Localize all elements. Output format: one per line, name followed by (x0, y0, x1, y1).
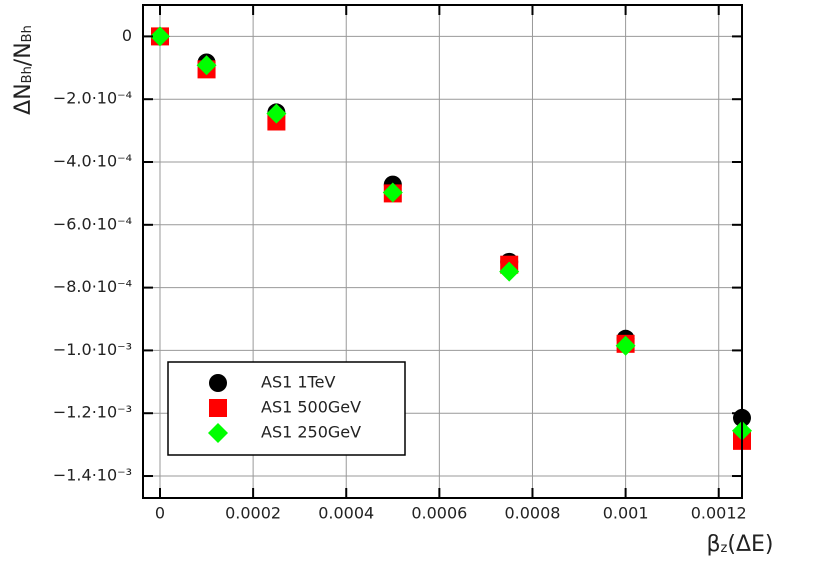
marks-layer (149, 26, 752, 450)
x-tick-label: 0.0002 (225, 504, 281, 523)
subscript: Bh (20, 25, 35, 42)
y-tick-label: 0 (122, 26, 132, 45)
point (209, 399, 227, 417)
legend-label: AS1 500GeV (261, 398, 361, 417)
label-part: /N (11, 42, 36, 66)
y-tick-label: −1.0·10⁻³ (53, 340, 132, 359)
plot-frame (142, 4, 743, 499)
label-part: (ΔE) (727, 532, 773, 557)
y-tick-label: −1.4·10⁻³ (53, 466, 132, 485)
subscript: Bh (20, 66, 35, 83)
y-tick-label: −6.0·10⁻⁴ (53, 214, 132, 233)
y-tick-label: −8.0·10⁻⁴ (53, 277, 132, 296)
point (382, 182, 403, 203)
x-tick-label: 0 (155, 504, 165, 523)
subscript: z (721, 541, 728, 556)
point (208, 423, 228, 443)
point (209, 374, 227, 392)
y-tick-label: −1.2·10⁻³ (53, 403, 132, 422)
x-tick-label: 0.0006 (411, 504, 467, 523)
point (499, 261, 520, 282)
y-tick-label: −4.0·10⁻⁴ (53, 152, 132, 171)
point (149, 26, 170, 47)
point (615, 335, 636, 356)
x-axis-label: βz(ΔE) (707, 532, 774, 557)
label-part: β (707, 532, 721, 557)
grid-layer (143, 5, 742, 498)
x-tick-label: 0.0012 (691, 504, 747, 523)
x-tick-label: 0.0008 (504, 504, 560, 523)
legend-frame (167, 361, 406, 456)
legend: AS1 1TeV AS1 500GeV AS1 250GeV (167, 361, 406, 456)
x-tick-label: 0.001 (603, 504, 649, 523)
x-tick-label: 0.0004 (318, 504, 374, 523)
label-part: ΔN (11, 83, 36, 115)
point (196, 55, 217, 76)
legend-label: AS1 1TeV (261, 373, 335, 392)
y-tick-label: −2.0·10⁻⁴ (53, 89, 132, 108)
y-axis-label: ΔNBh/NBh (11, 25, 36, 115)
legend-label: AS1 250GeV (261, 423, 361, 442)
point (266, 103, 287, 124)
